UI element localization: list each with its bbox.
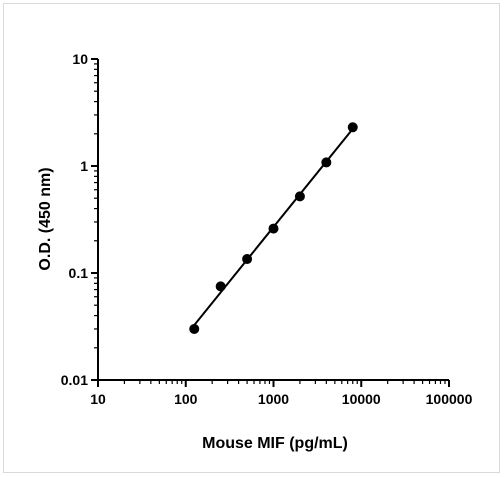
labels-layer: Mouse MIF (pg/mL) O.D. (450 nm)	[37, 167, 348, 452]
y-tick-label: 1	[80, 158, 88, 174]
x-tick-label: 10	[90, 391, 106, 407]
data-points-layer	[189, 122, 358, 334]
y-tick-label: 0.1	[69, 265, 89, 281]
x-axis-title: Mouse MIF (pg/mL)	[202, 435, 348, 452]
y-tick-label: 0.01	[61, 372, 88, 388]
data-point	[242, 254, 253, 265]
x-tick-label: 100000	[426, 391, 473, 407]
x-tick-label: 1000	[258, 391, 289, 407]
data-point	[215, 281, 226, 292]
data-point	[294, 191, 305, 202]
chart-border	[3, 3, 500, 473]
axes-layer: 10 100 1000 10000 100000 0.01 0.1 1 10	[61, 51, 473, 407]
y-axis-title: O.D. (450 nm)	[37, 167, 54, 270]
x-tick-label: 100	[174, 391, 198, 407]
y-tick-label: 10	[72, 51, 88, 67]
data-point	[268, 223, 279, 234]
data-point	[321, 157, 332, 168]
data-point	[189, 323, 200, 334]
x-tick-label: 10000	[342, 391, 381, 407]
data-point	[347, 122, 358, 133]
